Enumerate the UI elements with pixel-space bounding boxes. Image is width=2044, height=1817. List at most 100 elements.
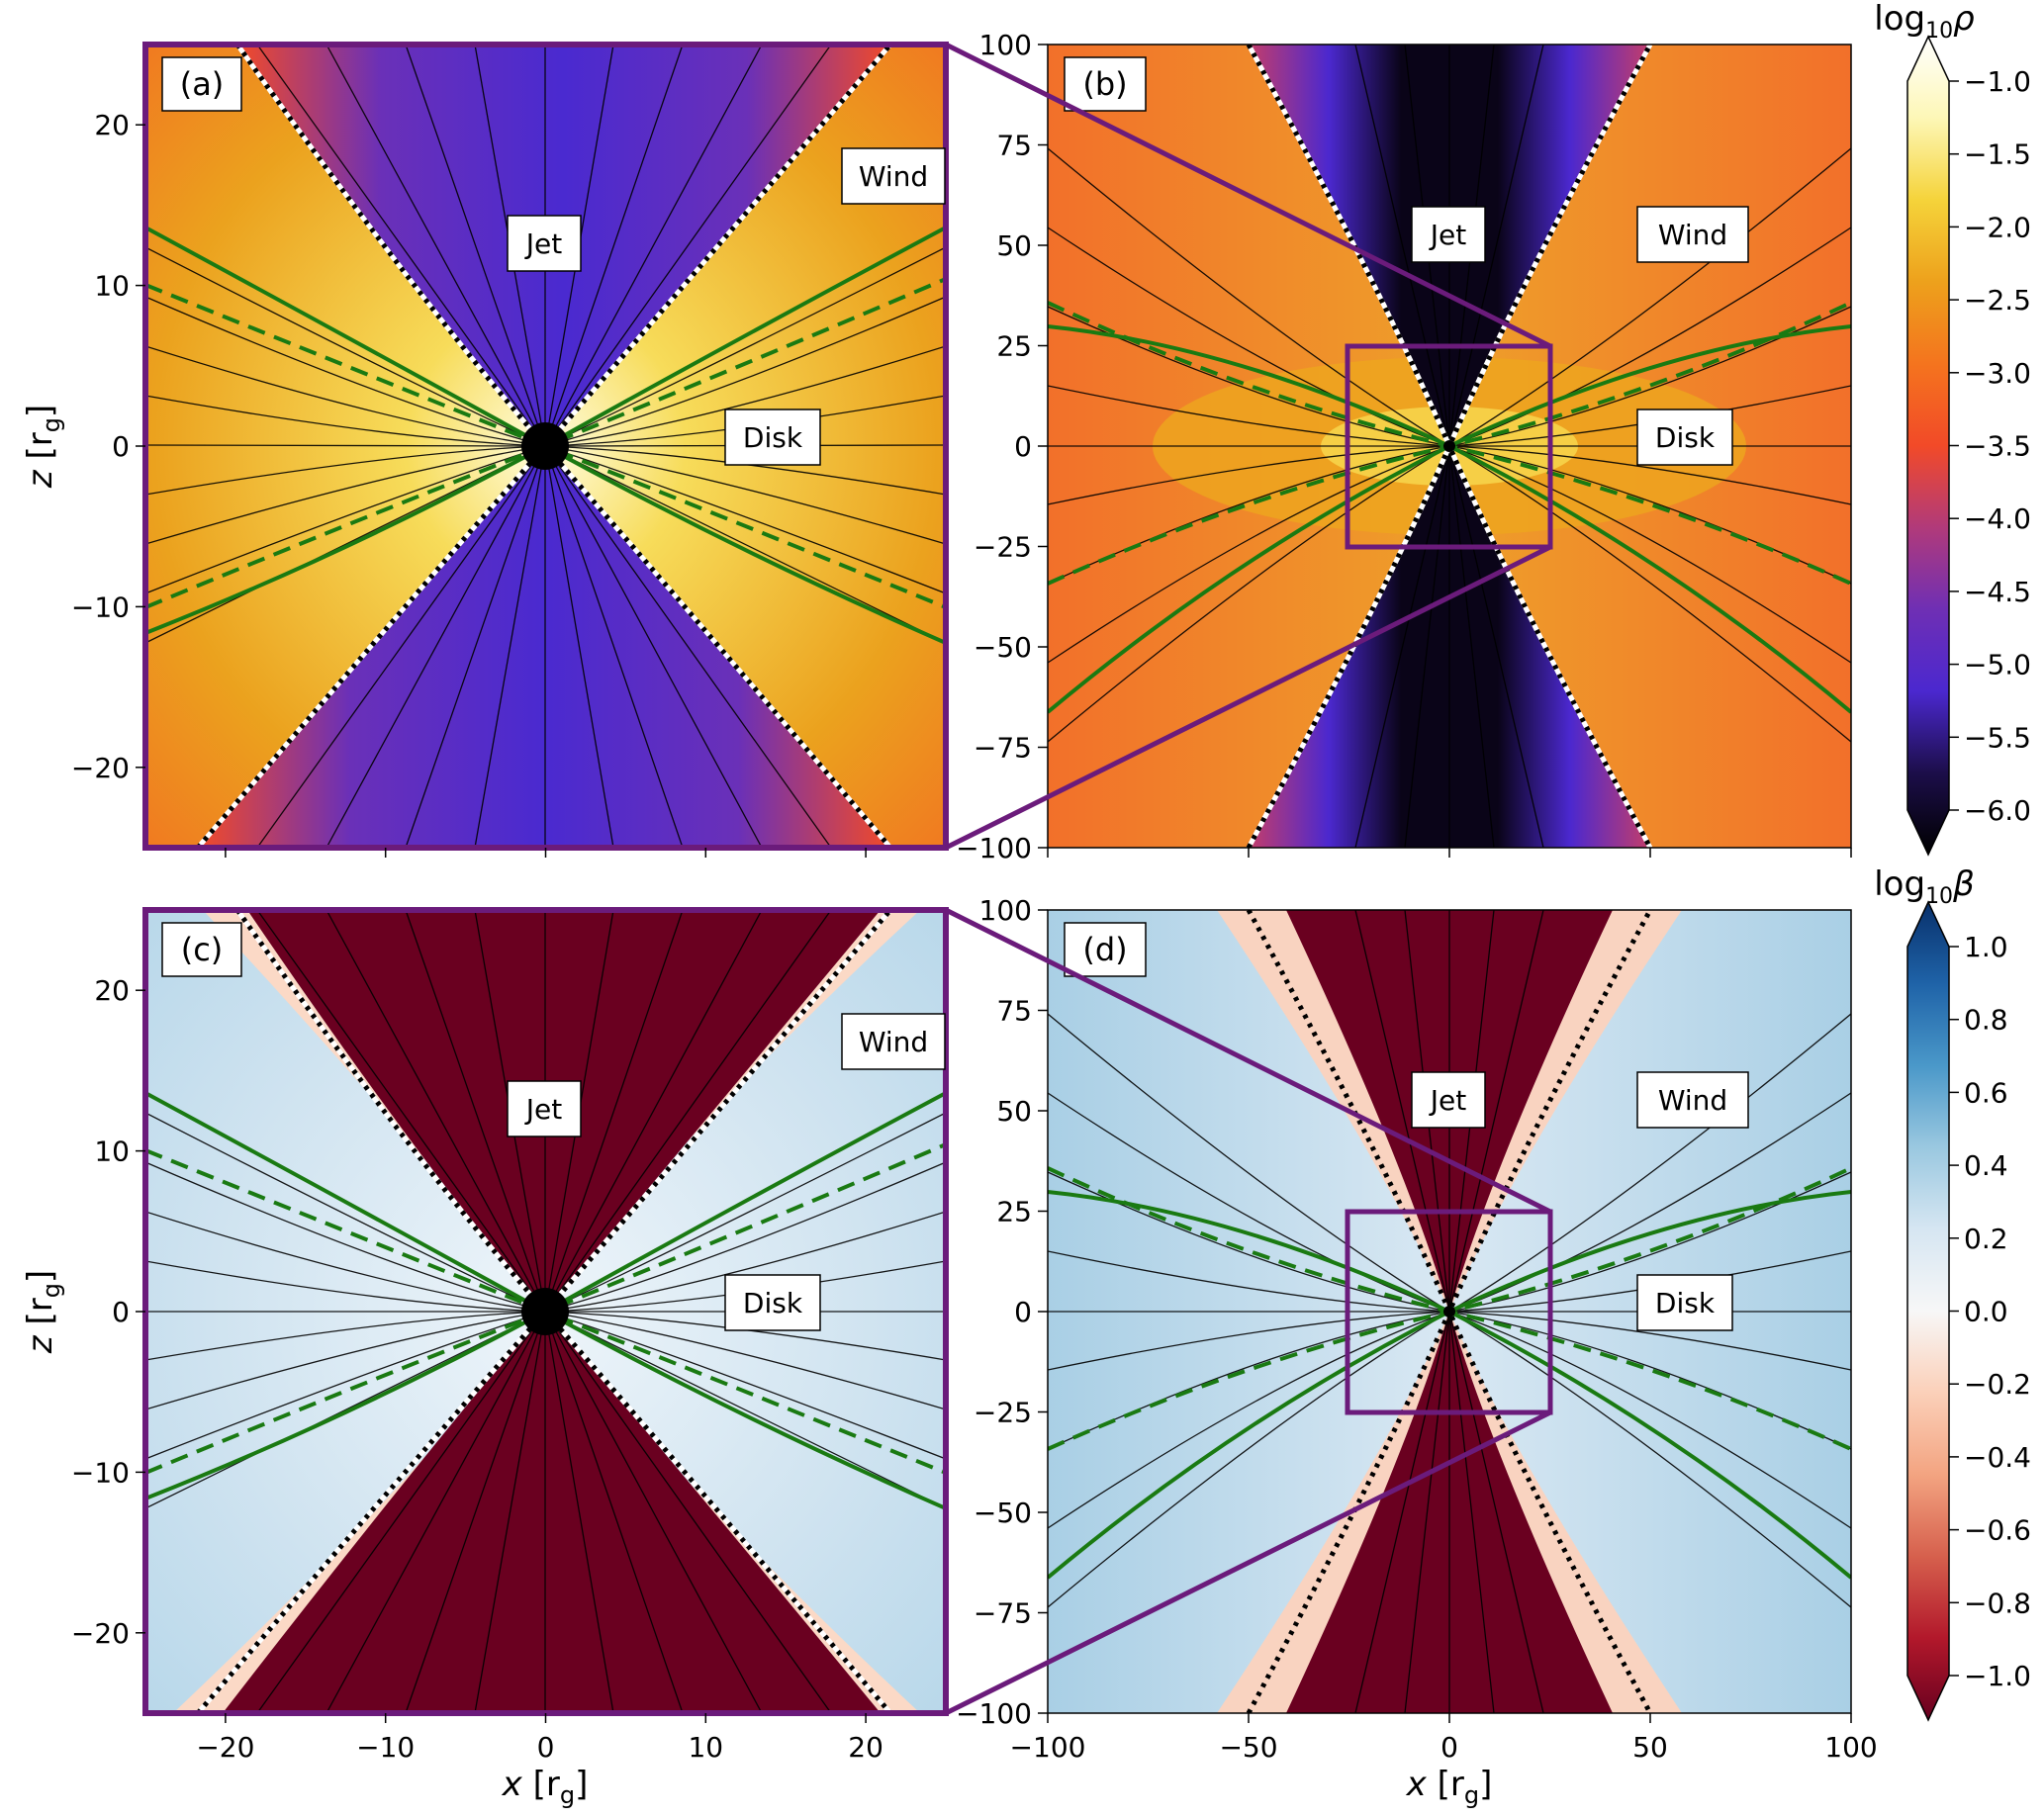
panel-c-xtick-label: −10 bbox=[356, 1731, 415, 1764]
beta-colorbar-ticks: 1.0 0.8 0.6 0.4 0.2 0.0 −0.2 −0.4 −0.6 −0.8 −1.0 bbox=[1949, 931, 2031, 1692]
panel-b-jet-label: Jet bbox=[1429, 219, 1466, 251]
panel-d-ytick-label: −25 bbox=[974, 1397, 1032, 1429]
panel-b-label: (b) bbox=[1082, 65, 1127, 103]
panel-b-ytick-label: 50 bbox=[996, 229, 1032, 262]
panel-d-ytick-label: 100 bbox=[979, 894, 1032, 927]
panel-d-xtick-label: −100 bbox=[1010, 1731, 1086, 1764]
panel-d-black-hole bbox=[1443, 1306, 1455, 1317]
rho-colorbar-title-sub: 10 bbox=[1925, 19, 1953, 44]
x-axis-unit-close-left: ] bbox=[575, 1765, 588, 1804]
panel-a: (a) Jet Wind Disk bbox=[142, 42, 949, 851]
rho-colorbar-ticks: −1.0 −1.5 −2.0 −2.5 −3.0 −3.5 −4.0 −4.5 −5.0 −5.5… bbox=[1949, 65, 2031, 827]
z-axis-title-top: z [rg] bbox=[21, 405, 65, 489]
panel-d-wind-label: Wind bbox=[1658, 1084, 1727, 1117]
panel-d: (d) Jet Wind Disk bbox=[1047, 909, 1852, 1714]
panel-b-ytick-label: −75 bbox=[974, 732, 1032, 765]
x-axis-unit-right: [r bbox=[1438, 1765, 1464, 1804]
panel-c-disk-label: Disk bbox=[743, 1287, 803, 1319]
panel-d-disk-label-box: Disk bbox=[1636, 1274, 1733, 1331]
rho-colorbar-title: log10ρ bbox=[1874, 0, 1975, 44]
panel-d-label-box: (d) bbox=[1064, 922, 1147, 977]
svg-text:z [rg]: z [rg] bbox=[21, 405, 65, 489]
panel-b-ytick-label: −100 bbox=[956, 832, 1032, 864]
panel-c-wind-label: Wind bbox=[859, 1026, 928, 1058]
z-axis-title-bottom: z [rg] bbox=[21, 1270, 65, 1354]
panel-a-ytick-label: 0 bbox=[112, 430, 130, 463]
panel-c-ytick-label: −10 bbox=[71, 1456, 130, 1489]
panel-d-inset-box bbox=[1345, 1209, 1553, 1415]
rho-colorbar-tick-label: −4.0 bbox=[1964, 502, 2031, 535]
panel-d-ytick-label: 0 bbox=[1014, 1296, 1032, 1328]
panel-d-jet-label: Jet bbox=[1429, 1084, 1466, 1117]
rho-colorbar-tick-label: −5.5 bbox=[1964, 721, 2031, 754]
panel-d-ytick-label: −50 bbox=[974, 1497, 1032, 1529]
rho-colorbar-tick-label: −1.5 bbox=[1964, 138, 2031, 171]
x-axis-title-left: x [rg] bbox=[502, 1765, 589, 1809]
panel-c-jet-lower bbox=[223, 1312, 881, 1713]
beta-colorbar-title-prefix: log bbox=[1874, 864, 1925, 904]
beta-colorbar-body bbox=[1906, 900, 1950, 1722]
z-axis-unit-bottom: [r bbox=[21, 1298, 60, 1324]
x-axis-unit-left: [r bbox=[533, 1765, 560, 1804]
panel-a-disk-label-box: Disk bbox=[724, 409, 821, 466]
beta-colorbar-tick-label: 1.0 bbox=[1964, 931, 2008, 963]
panel-a-label: (a) bbox=[180, 65, 225, 103]
panel-d-ytick-label: 25 bbox=[996, 1196, 1032, 1228]
panel-d-xtick-label: 100 bbox=[1824, 1731, 1877, 1764]
panel-c-ytick-label: −20 bbox=[71, 1617, 130, 1650]
beta-colorbar-tick-label: −0.2 bbox=[1964, 1368, 2031, 1401]
beta-colorbar-tick-label: 0.0 bbox=[1964, 1296, 2008, 1328]
panel-b-black-hole bbox=[1443, 440, 1455, 452]
panel-b-jet-label-box: Jet bbox=[1411, 206, 1486, 263]
axes-layer: −20−1001020−100−75−50−250255075100−20−10… bbox=[71, 29, 1878, 1764]
panel-c-xtick-label: 10 bbox=[688, 1731, 723, 1764]
panel-c-jet-label-box: Jet bbox=[507, 1080, 582, 1137]
panel-b-ytick-label: 75 bbox=[996, 130, 1032, 162]
panel-c-disk-label-box: Disk bbox=[724, 1274, 821, 1331]
rho-colorbar-tick-label: −3.0 bbox=[1964, 357, 2031, 390]
zoom-connectors-top bbox=[944, 42, 1552, 851]
panel-c-wind-label-box: Wind bbox=[841, 1013, 946, 1070]
rho-colorbar-tick-label: −2.0 bbox=[1964, 211, 2031, 243]
panel-c-ytick-label: 10 bbox=[94, 1136, 130, 1168]
panel-c-label-box: (c) bbox=[161, 922, 242, 977]
rho-colorbar-tick-label: −5.0 bbox=[1964, 649, 2031, 681]
panel-b-ytick-label: 0 bbox=[1014, 430, 1032, 463]
z-axis-unit-top: [r bbox=[21, 432, 60, 459]
x-axis-unit-sub-right: g bbox=[1464, 1781, 1479, 1809]
panel-c-ytick-label: 0 bbox=[112, 1296, 130, 1328]
beta-colorbar-tick-label: −0.8 bbox=[1964, 1587, 2031, 1619]
panel-c-xtick-label: −20 bbox=[196, 1731, 254, 1764]
x-axis-title-right: x [rg] bbox=[1406, 1765, 1493, 1809]
rho-colorbar-title-prefix: log bbox=[1874, 0, 1925, 39]
panel-d-ytick-label: 50 bbox=[996, 1095, 1032, 1128]
rho-colorbar-tick-label: −6.0 bbox=[1964, 794, 2031, 827]
panel-c-label: (c) bbox=[181, 931, 224, 968]
panel-a-jet-lower bbox=[198, 446, 890, 848]
panel-c-xtick-label: 20 bbox=[848, 1731, 883, 1764]
z-axis-unit-sub-top: g bbox=[38, 417, 65, 432]
panel-a-jet-label-box: Jet bbox=[507, 215, 582, 272]
beta-colorbar-tick-label: 0.2 bbox=[1964, 1223, 2008, 1255]
panel-d-label: (d) bbox=[1082, 931, 1127, 968]
panel-b-ytick-label: 25 bbox=[996, 330, 1032, 363]
panel-b-label-box: (b) bbox=[1064, 56, 1147, 112]
panel-a-black-hole bbox=[521, 422, 569, 470]
panel-b-disk-label-box: Disk bbox=[1636, 409, 1733, 466]
z-axis-symbol-top: z bbox=[21, 469, 60, 489]
rho-colorbar-title-symbol: ρ bbox=[1953, 0, 1975, 39]
beta-colorbar-tick-label: 0.4 bbox=[1964, 1149, 2008, 1182]
panel-b-ytick-label: −25 bbox=[974, 531, 1032, 564]
zoom-connectors-bottom bbox=[944, 907, 1552, 1716]
panel-d-jet-label-box: Jet bbox=[1411, 1071, 1486, 1129]
beta-colorbar-tick-label: −1.0 bbox=[1964, 1660, 2031, 1692]
panel-d-disk-label: Disk bbox=[1655, 1287, 1716, 1319]
panel-a-ytick-label: 20 bbox=[94, 109, 130, 141]
beta-colorbar: log10β 1.0 0.8 0.6 0.4 0.2 0.0 −0.2 −0.4 −0.6 −0.… bbox=[1874, 864, 2031, 1722]
panel-a-jet-label: Jet bbox=[524, 227, 562, 260]
rho-colorbar-body bbox=[1906, 35, 1950, 857]
panel-b-wind-label: Wind bbox=[1658, 219, 1727, 251]
beta-colorbar-title-symbol: β bbox=[1952, 864, 1975, 904]
svg-text:z [rg]: z [rg] bbox=[21, 1270, 65, 1354]
